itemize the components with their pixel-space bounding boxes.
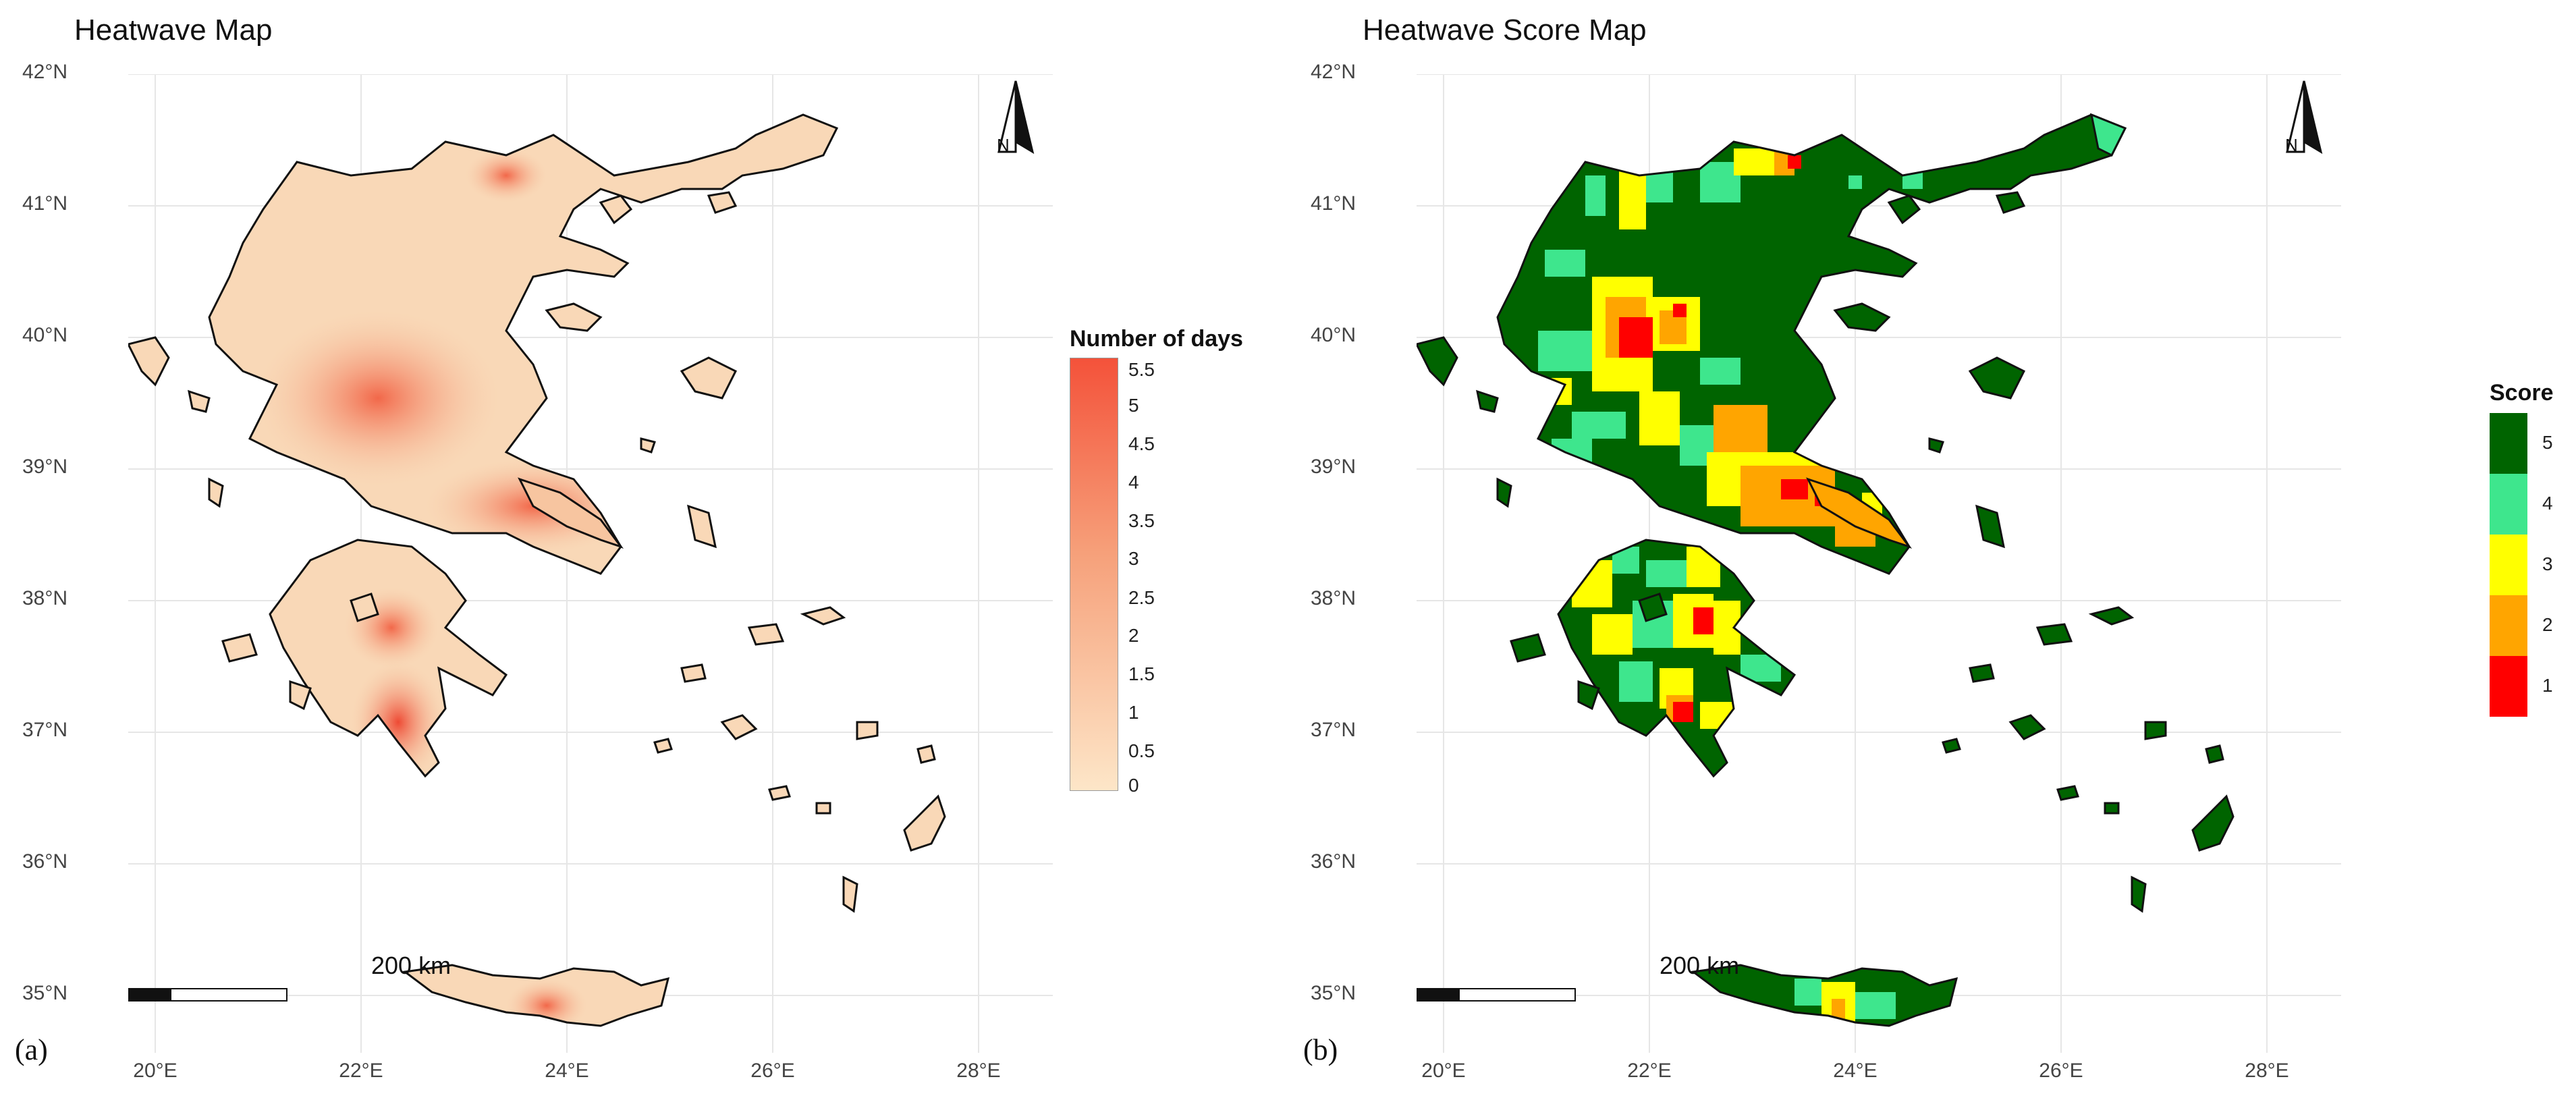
legend-tick: 5 <box>2542 432 2553 453</box>
legend-colorbar <box>1070 358 1118 791</box>
x-tick: 28°E <box>2245 1060 2289 1082</box>
evia-island <box>518 477 624 549</box>
legend-tick: 1 <box>2542 675 2553 696</box>
panel-label: (a) <box>15 1033 48 1066</box>
legend-tick: 5.5 <box>1128 359 1155 380</box>
crete-hotspots <box>506 979 587 1026</box>
y-tick: 42°N <box>22 61 67 83</box>
legend-tick: 0 <box>1128 775 1139 796</box>
legend-tick: 5 <box>1128 395 1139 416</box>
north-arrow-icon <box>997 80 1035 155</box>
legend-tick: 4.5 <box>1128 433 1155 454</box>
x-tick: 24°E <box>1833 1060 1878 1082</box>
legend-swatch-2 <box>2490 595 2527 656</box>
legend-title: Number of days <box>1070 326 1243 352</box>
north-label: N <box>2285 135 2298 155</box>
panel-label: (b) <box>1303 1033 1338 1066</box>
legend-tick: 4 <box>2542 493 2553 514</box>
x-tick: 26°E <box>2039 1060 2083 1082</box>
map-plot-area <box>128 74 1053 1053</box>
aegean-islands <box>128 191 946 913</box>
legend-tick: 2 <box>1128 625 1139 646</box>
legend-title: Score <box>2490 380 2554 406</box>
x-tick: 28°E <box>956 1060 1001 1082</box>
legend-swatch-5 <box>2490 413 2527 474</box>
x-tick: 22°E <box>339 1060 383 1082</box>
legend-tick: 0.5 <box>1128 740 1155 761</box>
map-title: Heatwave Score Map <box>1363 13 1647 47</box>
y-tick: 41°N <box>1310 192 1356 215</box>
map-title: Heatwave Map <box>74 13 273 47</box>
legend-tick: 3 <box>2542 553 2553 574</box>
y-tick: 35°N <box>22 982 67 1004</box>
legend-tick: 2.5 <box>1128 587 1155 608</box>
x-tick: 24°E <box>545 1060 589 1082</box>
y-tick: 37°N <box>22 719 67 741</box>
panel-heatwave-score-map: Heatwave Score Map 42°N 41°N 40°N 39°N 3… <box>1288 0 2576 1096</box>
y-tick: 42°N <box>1310 61 1356 83</box>
panel-heatwave-map: Heatwave Map 42°N 41°N 40°N 39°N 38°N 37… <box>15 13 1243 1082</box>
scalebar-label: 200 km <box>1660 952 1740 979</box>
y-tick: 36°N <box>22 850 67 873</box>
y-tick: 38°N <box>1310 587 1356 609</box>
legend-tick: 1.5 <box>1128 663 1155 684</box>
y-tick: 38°N <box>22 587 67 609</box>
y-tick: 39°N <box>1310 456 1356 478</box>
evia-island <box>1806 477 1913 549</box>
scalebar <box>1417 988 1576 1002</box>
legend-swatch-3 <box>2490 535 2527 595</box>
evros-cell <box>2089 113 2127 157</box>
y-tick: 39°N <box>22 456 67 478</box>
north-arrow-icon <box>2286 80 2323 155</box>
x-tick: 22°E <box>1627 1060 1672 1082</box>
aegean-islands <box>1417 191 2235 913</box>
legend-tick: 2 <box>2542 614 2553 635</box>
crete-score-cells <box>1794 979 1896 1022</box>
north-label: N <box>997 135 1010 155</box>
y-tick: 41°N <box>22 192 67 215</box>
legend-tick: 4 <box>1128 472 1139 493</box>
scalebar <box>128 988 287 1002</box>
x-tick: 20°E <box>133 1060 177 1082</box>
scalebar-label: 200 km <box>371 952 451 979</box>
legend-swatch-4 <box>2490 474 2527 535</box>
map-plot-area <box>1417 74 2341 1053</box>
y-tick: 40°N <box>1310 324 1356 346</box>
y-tick: 40°N <box>22 324 67 346</box>
y-tick: 36°N <box>1310 850 1356 873</box>
x-tick: 26°E <box>750 1060 795 1082</box>
y-tick: 37°N <box>1310 719 1356 741</box>
y-tick: 35°N <box>1310 982 1356 1004</box>
peloponnese-score-cells <box>1572 547 1781 729</box>
legend-tick: 1 <box>1128 702 1139 723</box>
legend-tick: 3.5 <box>1128 510 1155 531</box>
legend-swatch-1 <box>2490 656 2527 717</box>
greece-map-svg <box>128 74 1053 1053</box>
x-tick: 20°E <box>1421 1060 1466 1082</box>
legend-tick: 3 <box>1128 548 1139 569</box>
greece-score-map-svg <box>1417 74 2341 1053</box>
